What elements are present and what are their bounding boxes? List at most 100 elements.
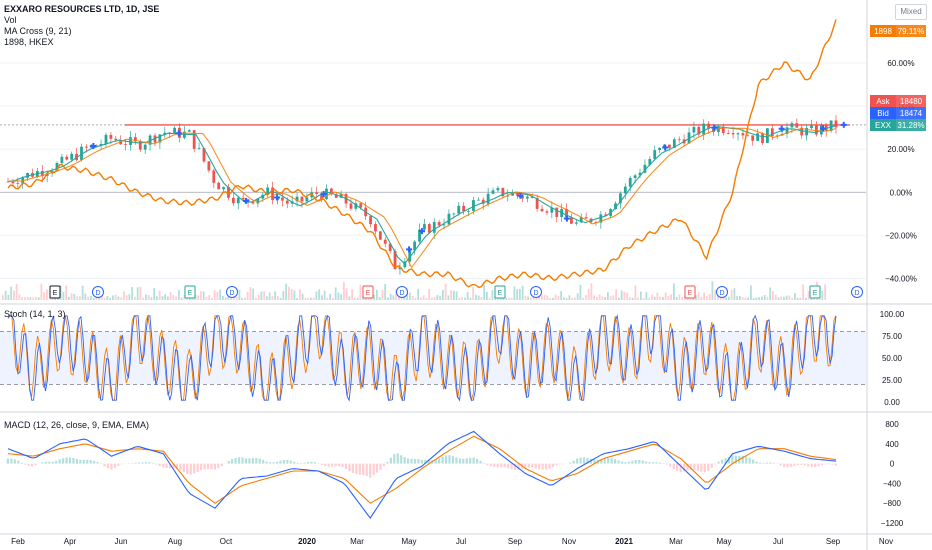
candle-body (11, 181, 15, 184)
price-badge[interactable]: Bid 18474 (870, 107, 926, 119)
indicator-ma-cross[interactable]: MA Cross (9, 21) (4, 26, 72, 36)
candle-body (65, 156, 69, 160)
macd-histogram-bar (106, 463, 110, 469)
macd-histogram-bar (831, 463, 834, 465)
macd-histogram-bar (265, 461, 268, 464)
candle-body (658, 147, 662, 151)
event-marker[interactable]: E (184, 285, 196, 299)
macd-histogram-bar (134, 462, 137, 464)
badge-value-bg (896, 95, 926, 107)
macd-histogram-bar (717, 461, 720, 464)
candle-body (55, 163, 59, 171)
macd-histogram-bar (248, 458, 251, 464)
macd-histogram-bar (382, 463, 386, 467)
event-marker[interactable]: E (49, 285, 61, 299)
volume-bar (733, 288, 736, 300)
volume-bar (703, 292, 706, 300)
macd-histogram-bar (569, 462, 572, 464)
candle-body (173, 127, 176, 133)
volume-bar (153, 288, 156, 300)
volume-bar (241, 297, 244, 300)
volume-bar (670, 294, 673, 300)
macd-tick-label: −400 (883, 479, 902, 488)
stoch-tick-label: 100.00 (880, 310, 905, 319)
event-marker[interactable]: D (226, 286, 238, 298)
volume-bar (263, 291, 266, 300)
price-badge[interactable]: EXX 31.28% (870, 119, 926, 131)
volume-bar (513, 286, 516, 300)
event-marker[interactable]: D (530, 286, 542, 298)
event-marker[interactable]: D (92, 286, 104, 298)
volume-bar (662, 296, 664, 300)
candle-body (153, 135, 157, 143)
volume-bar (332, 297, 334, 300)
volume-bar (626, 292, 629, 300)
indicator-vol[interactable]: Vol (4, 15, 17, 25)
macd-histogram-bar (707, 463, 710, 471)
indicator-compare-1898[interactable]: 1898, HKEX (4, 37, 54, 47)
price-badge[interactable]: 1898 79.11% (870, 25, 926, 37)
stoch-k-line (7, 314, 837, 402)
volume-bar (458, 297, 461, 300)
earnings-marker-shape (362, 285, 374, 299)
dividend-marker-shape (226, 286, 238, 298)
volume-bar (505, 297, 508, 300)
event-marker-label: D (719, 290, 724, 297)
macd-histogram-bar (79, 459, 82, 464)
volume-bar (183, 294, 186, 300)
macd-histogram-bar (306, 462, 310, 464)
event-marker[interactable]: E (809, 285, 821, 299)
earnings-marker-shape (684, 285, 696, 299)
macd-line (7, 430, 837, 520)
stoch-title[interactable]: Stoch (14, 1, 3) (4, 309, 66, 319)
volume-bar (2, 295, 4, 300)
event-marker[interactable]: D (716, 286, 728, 298)
volume-bar (307, 297, 310, 300)
macd-histogram-bar (220, 463, 223, 467)
volume-bar (65, 285, 68, 300)
macd-histogram-bar (655, 462, 658, 464)
candle-body (207, 161, 211, 171)
volume-bar (472, 286, 475, 300)
macd-histogram-bar (513, 463, 517, 470)
macd-histogram-bar (210, 463, 213, 470)
candle-body (280, 197, 284, 201)
candle-body (99, 143, 103, 146)
macd-histogram-bar (34, 463, 37, 466)
volume-bar (293, 290, 296, 300)
macd-title[interactable]: MACD (12, 26, close, 9, EMA, EMA) (4, 420, 150, 430)
volume-bar (395, 289, 398, 300)
volume-bar (167, 296, 169, 300)
macd-histogram-bar (113, 463, 116, 468)
volume-bar (631, 297, 634, 300)
price-badge[interactable]: Ask 18480 (870, 95, 926, 107)
macd-histogram-bar (489, 463, 492, 467)
event-marker[interactable]: E (684, 285, 696, 299)
macd-histogram-bar (275, 461, 279, 464)
candle-body (736, 133, 740, 135)
candle-body (721, 126, 725, 133)
candle-body (731, 132, 735, 135)
volume-bar (755, 297, 758, 300)
volume-bar (422, 295, 425, 300)
volume-bar (689, 297, 692, 300)
ma-cross-marker (778, 125, 785, 132)
macd-histogram-bar (96, 462, 99, 464)
candle-body (114, 138, 118, 141)
volume-bar (213, 290, 216, 300)
macd-histogram-bar (579, 457, 582, 464)
event-marker[interactable]: E (494, 285, 506, 299)
macd-histogram-bar (55, 460, 58, 464)
candle-body (124, 144, 127, 145)
symbol-title[interactable]: EXXARO RESOURCES LTD, 1D, JSE (4, 4, 160, 14)
event-marker[interactable]: D (851, 286, 863, 298)
macd-histogram-bar (75, 458, 78, 464)
macd-histogram-bar (555, 463, 558, 466)
macd-histogram-bar (710, 463, 713, 468)
event-marker[interactable]: E (362, 285, 374, 299)
ma-cross-marker (243, 197, 250, 204)
event-marker-label: D (229, 290, 234, 297)
scale-mode-button[interactable]: Mixed (895, 4, 927, 20)
event-marker[interactable]: D (396, 286, 408, 298)
